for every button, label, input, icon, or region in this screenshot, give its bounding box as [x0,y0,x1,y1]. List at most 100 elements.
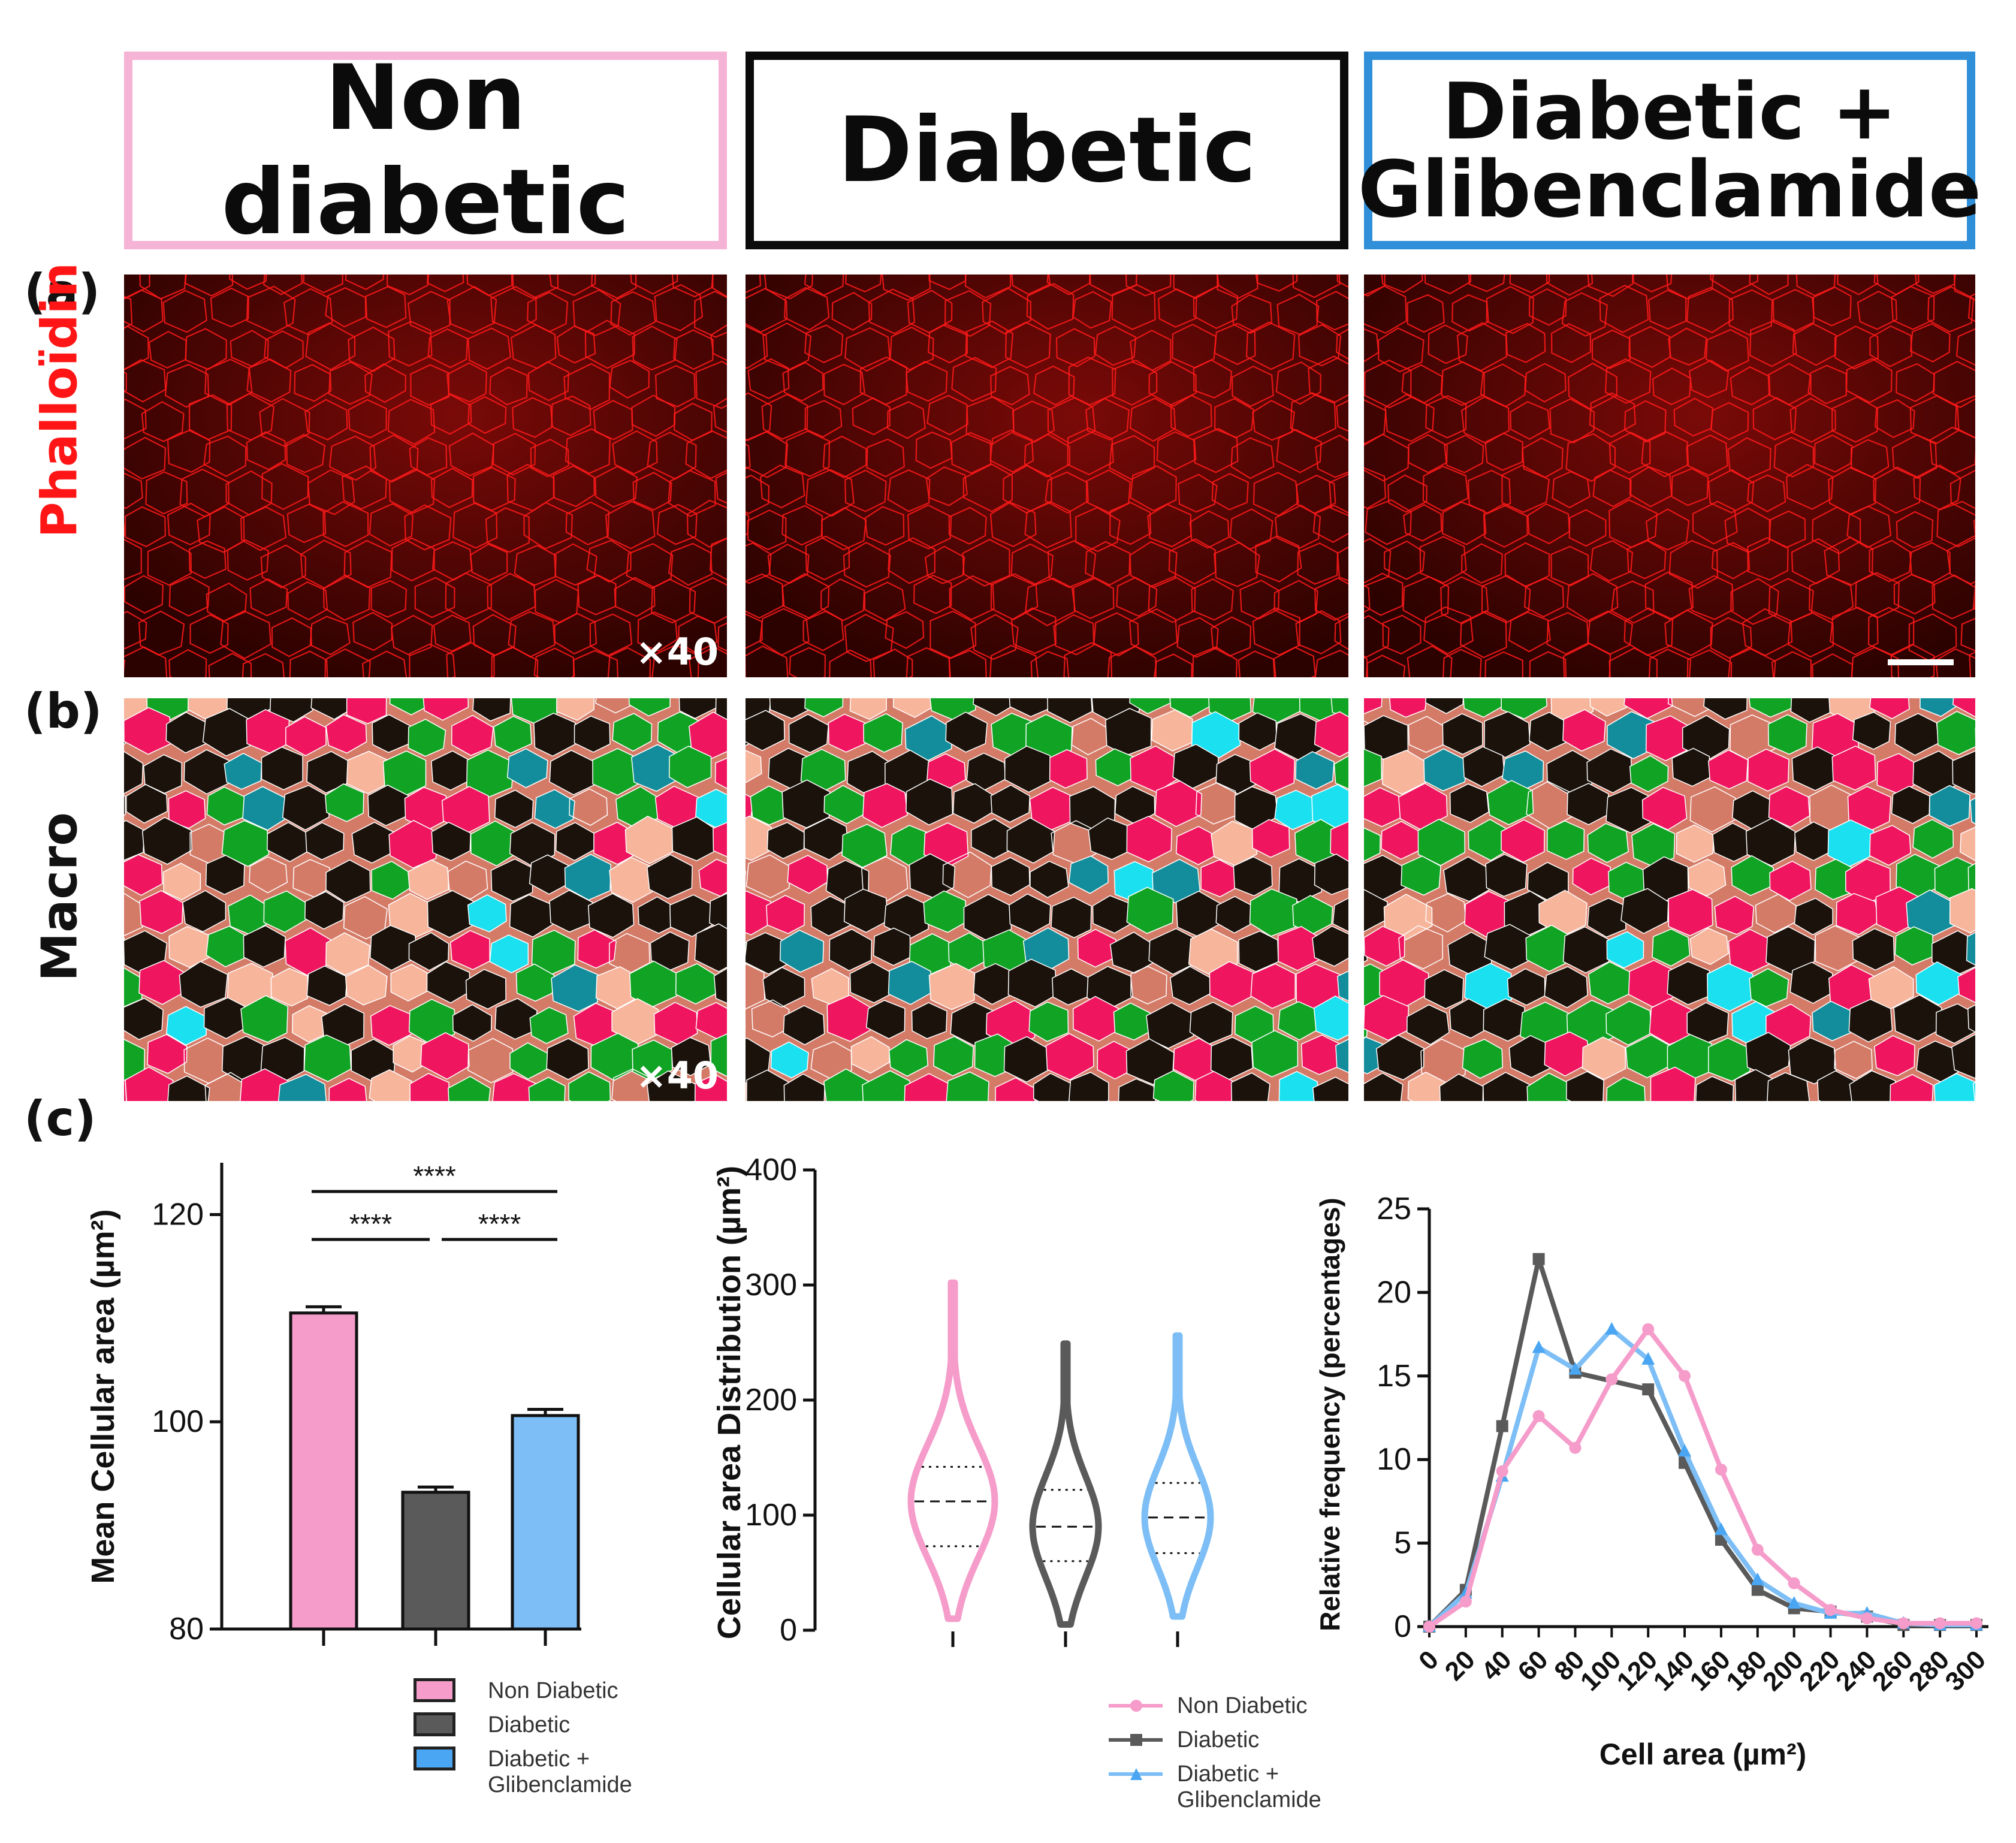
y-tick-label: 80 [169,1612,204,1646]
cell-outline [1773,436,1815,478]
cell-outline [565,501,610,545]
cell-outline [1606,931,1644,969]
violin-chart-area-distribution: 0 100 200 300 400 Cellular area Distribution … [689,1127,1288,1666]
cell-outline [746,513,750,536]
cell-outline [1063,642,1113,677]
cell-outline [1152,1070,1194,1101]
cell-outline [489,366,528,406]
significance-label: **** [413,1160,456,1192]
cell-outline [1749,698,1794,718]
cell-outline [1109,435,1155,481]
cell-outline [989,429,1034,473]
data-point [1824,1604,1837,1616]
cell-outline [746,431,789,478]
cell-outline [784,430,831,478]
cell-outline [1686,649,1733,677]
cell-outline [303,1034,352,1082]
cell-outline [1332,897,1348,933]
cell-outline [1245,321,1296,370]
legend-violin: Non Diabetic Diabetic Diabetic + Glibenc… [1109,1693,1321,1821]
cell-outline [1501,464,1550,514]
cell-outline [1483,503,1528,548]
cell-outline [227,539,269,581]
cell-outline [1046,275,1091,295]
cell-outline [1599,284,1649,333]
cell-outline [1364,1072,1404,1101]
cell-outline [427,275,464,292]
data-point [1605,1373,1618,1386]
cell-outline [982,287,1032,335]
cell-outline [530,438,569,478]
cell-outline [713,822,727,858]
cell-outline [746,573,785,619]
cell-outline [654,365,696,408]
cell-outline [467,1037,514,1084]
cell-outline [1587,823,1629,863]
cell-outline [1428,324,1468,364]
cell-outline [1648,289,1687,330]
cell-outline [1169,698,1211,718]
cell-outline [1407,645,1453,677]
cell-outline [973,698,1015,716]
cell-outline [892,698,934,718]
cell-outline [1973,519,1975,539]
cell-outline [831,292,873,331]
cell-outline [556,325,596,364]
cell-outline [1834,1040,1873,1079]
cell-outline [1589,392,1637,438]
cell-outline [710,1033,727,1077]
cell-outline [1387,474,1428,513]
cell-outline [1486,286,1534,334]
cell-outline [574,715,611,753]
cell-outline [1255,275,1298,292]
cell-outline [1967,862,1975,894]
cell-outline [1330,821,1348,862]
cell-outline [430,467,473,508]
cell-outline [591,275,637,299]
cell-outline [1312,505,1348,543]
cell-outline [568,1071,611,1101]
cell-outline [309,616,351,656]
cell-outline [364,363,406,403]
cell-outline [761,393,808,440]
cell-outline [746,890,772,936]
cell-outline [789,647,826,677]
cell-outline [1214,542,1260,587]
cell-outline [1546,820,1585,860]
cell-outline [1051,897,1092,939]
x-tick-label: 60 [1512,1645,1553,1686]
cell-outline [1730,578,1779,625]
cell-outline [694,923,727,973]
x-axis-label: Cell area (µm²) [1599,1738,1807,1771]
cell-outline [1424,969,1464,1009]
cell-outline [1795,275,1836,297]
cell-outline [1126,816,1172,862]
cell-outline [1485,853,1528,897]
cell-outline [246,431,286,470]
cell-outline [1572,857,1611,895]
cell-outline [325,932,370,976]
cell-outline [533,647,575,677]
cell-outline [628,698,671,717]
cell-outline [162,289,207,333]
cell-outline [1869,325,1913,367]
cell-outline [1771,651,1812,677]
cell-outline [485,507,530,553]
cell-outline [1417,819,1466,866]
cell-outline [168,790,206,829]
cell-outline [408,932,449,971]
cell-outline [844,469,887,512]
cell-outline [348,326,396,372]
cell-outline [124,325,149,371]
cell-outline [1592,469,1632,508]
cell-outline [551,395,591,436]
cell-outline [1192,646,1238,677]
y-tick-label: 0 [780,1613,797,1648]
y-axis-label: Cellular area Distribution (µm²) [711,1166,747,1639]
cell-outline [408,859,450,900]
cell-outline [515,963,555,1002]
cell-outline [1767,714,1807,755]
data-point [1715,1463,1727,1476]
cell-outline [124,575,164,614]
cell-outline [1566,1070,1604,1101]
